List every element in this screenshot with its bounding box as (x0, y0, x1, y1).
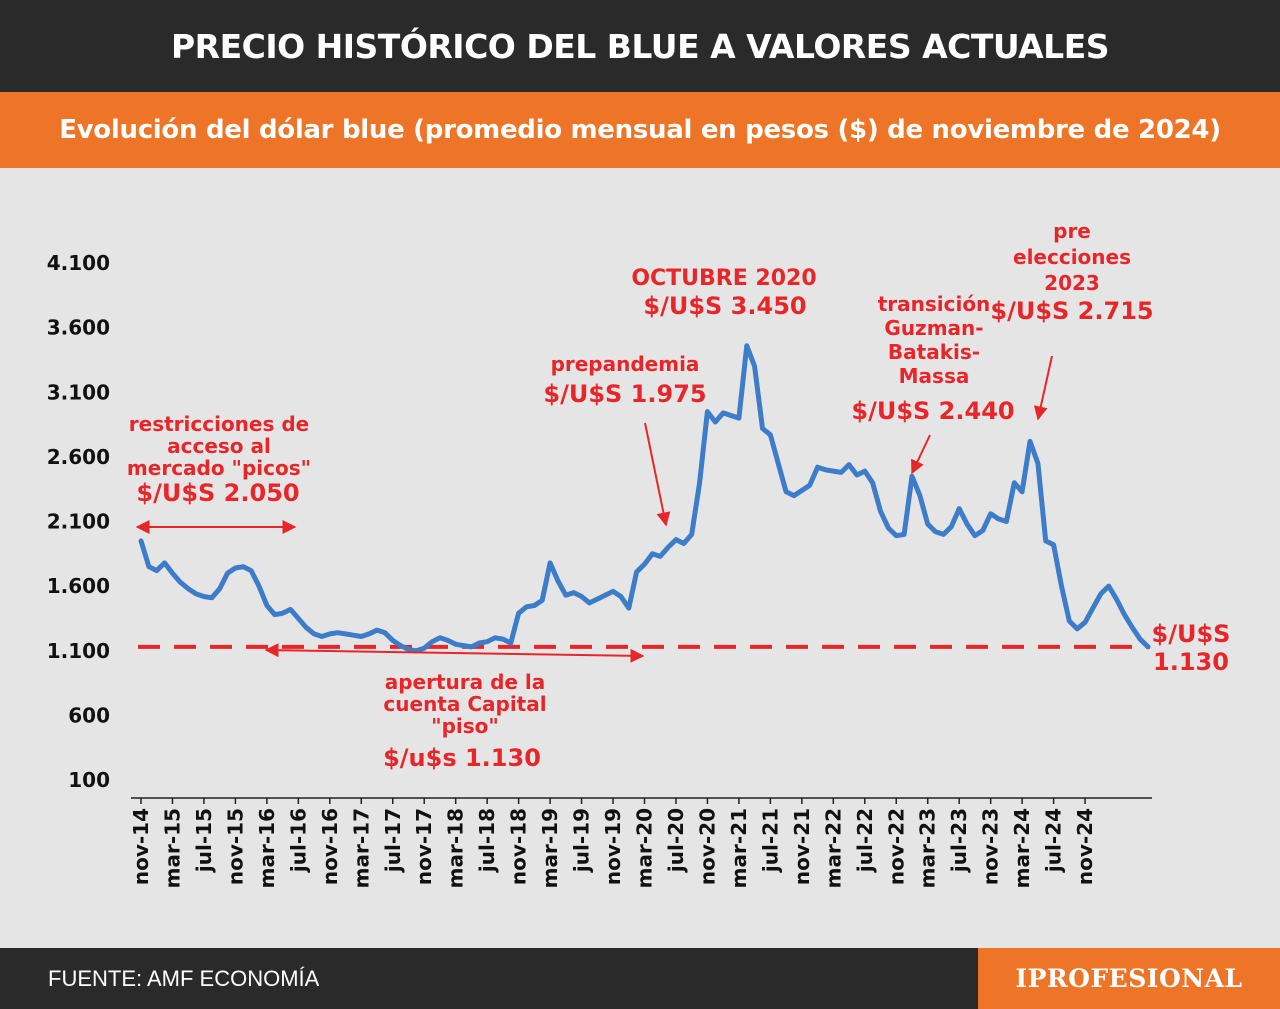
series-line-blue-dollar (138, 343, 1151, 654)
x-tick-label: jul-15 (192, 808, 216, 873)
annotation-text: pre (1053, 219, 1091, 243)
pointer-arrow-transicion (911, 434, 931, 475)
y-tick-label: 4.100 (47, 251, 110, 275)
pointer-arrow-elecciones (1033, 355, 1053, 421)
annotation-text: cuenta Capital (383, 692, 546, 716)
x-tick-label: mar-19 (538, 808, 562, 888)
y-tick-label: 1.100 (47, 639, 110, 663)
x-tick-label: mar-16 (255, 808, 279, 888)
x-tick-label: mar-24 (1010, 808, 1034, 888)
x-tick-label: jul-24 (1042, 808, 1066, 873)
subtitle-bar: Evolución del dólar blue (promedio mensu… (0, 92, 1280, 168)
brand-logo: IPROFESIONAL (978, 948, 1280, 1009)
x-tick-label: jul-17 (381, 808, 405, 873)
source-note: FUENTE: AMF ECONOMÍA (48, 966, 320, 991)
annotation-text: Batakis- (888, 340, 980, 364)
footer: FUENTE: AMF ECONOMÍA IPROFESIONAL (0, 948, 1280, 1009)
y-tick-label: 3.600 (47, 316, 110, 340)
x-tick-label: jul-22 (853, 808, 877, 873)
annotation-text: Massa (899, 364, 970, 388)
annotation-text: transición (878, 292, 991, 316)
annotation-text: Guzman- (884, 316, 983, 340)
annotation-value: $/U$S 2.050 (136, 479, 299, 507)
annotation-text: restricciones de (129, 412, 309, 436)
floor-value-label: 1.130 (1153, 648, 1229, 676)
y-tick-label: 100 (68, 768, 110, 792)
x-tick-label: nov-14 (129, 808, 153, 885)
annotation-text: 2023 (1044, 271, 1100, 295)
annotation-text: OCTUBRE 2020 (631, 266, 816, 291)
x-tick-label: jul-23 (947, 808, 971, 873)
pointer-arrow-prepandemia (644, 422, 671, 527)
y-tick-label: 1.600 (47, 574, 110, 598)
annotation-text: prepandemia (551, 352, 700, 376)
chart-area: 4.100 3.600 3.100 2.600 2.100 1.600 1.100 600 10… (0, 168, 1280, 948)
x-tick-label: jul-19 (570, 808, 594, 873)
x-tick-label: mar-20 (633, 808, 657, 888)
chart-title: PRECIO HISTÓRICO DEL BLUE A VALORES ACTU… (170, 26, 1110, 66)
x-tick-label: jul-21 (758, 808, 782, 873)
range-arrow-apertura (264, 643, 645, 663)
y-tick-label: 3.100 (47, 380, 110, 404)
x-tick-label: jul-20 (664, 808, 688, 873)
x-tick-label: jul-18 (475, 808, 499, 873)
x-tick-label: mar-21 (727, 808, 751, 888)
x-tick-label: nov-16 (318, 808, 342, 885)
line-chart: 4.100 3.600 3.100 2.600 2.100 1.600 1.100 600 10… (47, 219, 1231, 888)
x-tick-label: mar-23 (916, 808, 940, 888)
chart-subtitle: Evolución del dólar blue (promedio mensu… (59, 115, 1221, 145)
annotation-text: "piso" (431, 714, 499, 738)
y-tick-label: 600 (68, 703, 110, 727)
annotation-text: elecciones (1013, 245, 1131, 269)
x-tick-label: nov-15 (223, 808, 247, 885)
annotation-text: mercado "picos" (127, 456, 311, 480)
x-tick-label: mar-22 (821, 808, 845, 888)
x-tick-label: nov-22 (884, 808, 908, 885)
y-axis: 4.100 3.600 3.100 2.600 2.100 1.600 1.100 600 10… (47, 251, 110, 792)
title-bar: PRECIO HISTÓRICO DEL BLUE A VALORES ACTU… (0, 0, 1280, 92)
annotation-value: $/U$S 1.975 (543, 380, 706, 408)
x-tick-label: mar-15 (160, 808, 184, 888)
x-tick-label: nov-17 (412, 808, 436, 885)
x-tick-label: mar-18 (444, 808, 468, 888)
x-tick-label: nov-20 (695, 808, 719, 885)
annotation-value: $/u$s 1.130 (383, 744, 541, 772)
y-tick-label: 2.100 (47, 510, 110, 534)
x-tick-label: nov-19 (601, 808, 625, 885)
x-tick-label: jul-16 (286, 808, 310, 873)
annotation-text: apertura de la (385, 670, 546, 694)
x-axis: nov-14 mar-15 jul-15 nov-15 mar-16 jul-16 nov-… (129, 797, 1152, 888)
floor-value-label: $/U$S (1152, 620, 1231, 648)
x-tick-label: nov-23 (979, 808, 1003, 885)
annotation-value: $/U$S 2.440 (851, 397, 1014, 425)
annotation-value: $/U$S 2.715 (990, 297, 1153, 325)
x-tick-label: nov-18 (507, 808, 531, 885)
annotation-value: $/U$S 3.450 (643, 292, 806, 320)
x-tick-label: nov-21 (790, 808, 814, 885)
annotation-text: acceso al (167, 434, 271, 458)
x-tick-label: mar-17 (349, 808, 373, 888)
y-tick-label: 2.600 (47, 445, 110, 469)
x-tick-label: nov-24 (1073, 808, 1097, 885)
